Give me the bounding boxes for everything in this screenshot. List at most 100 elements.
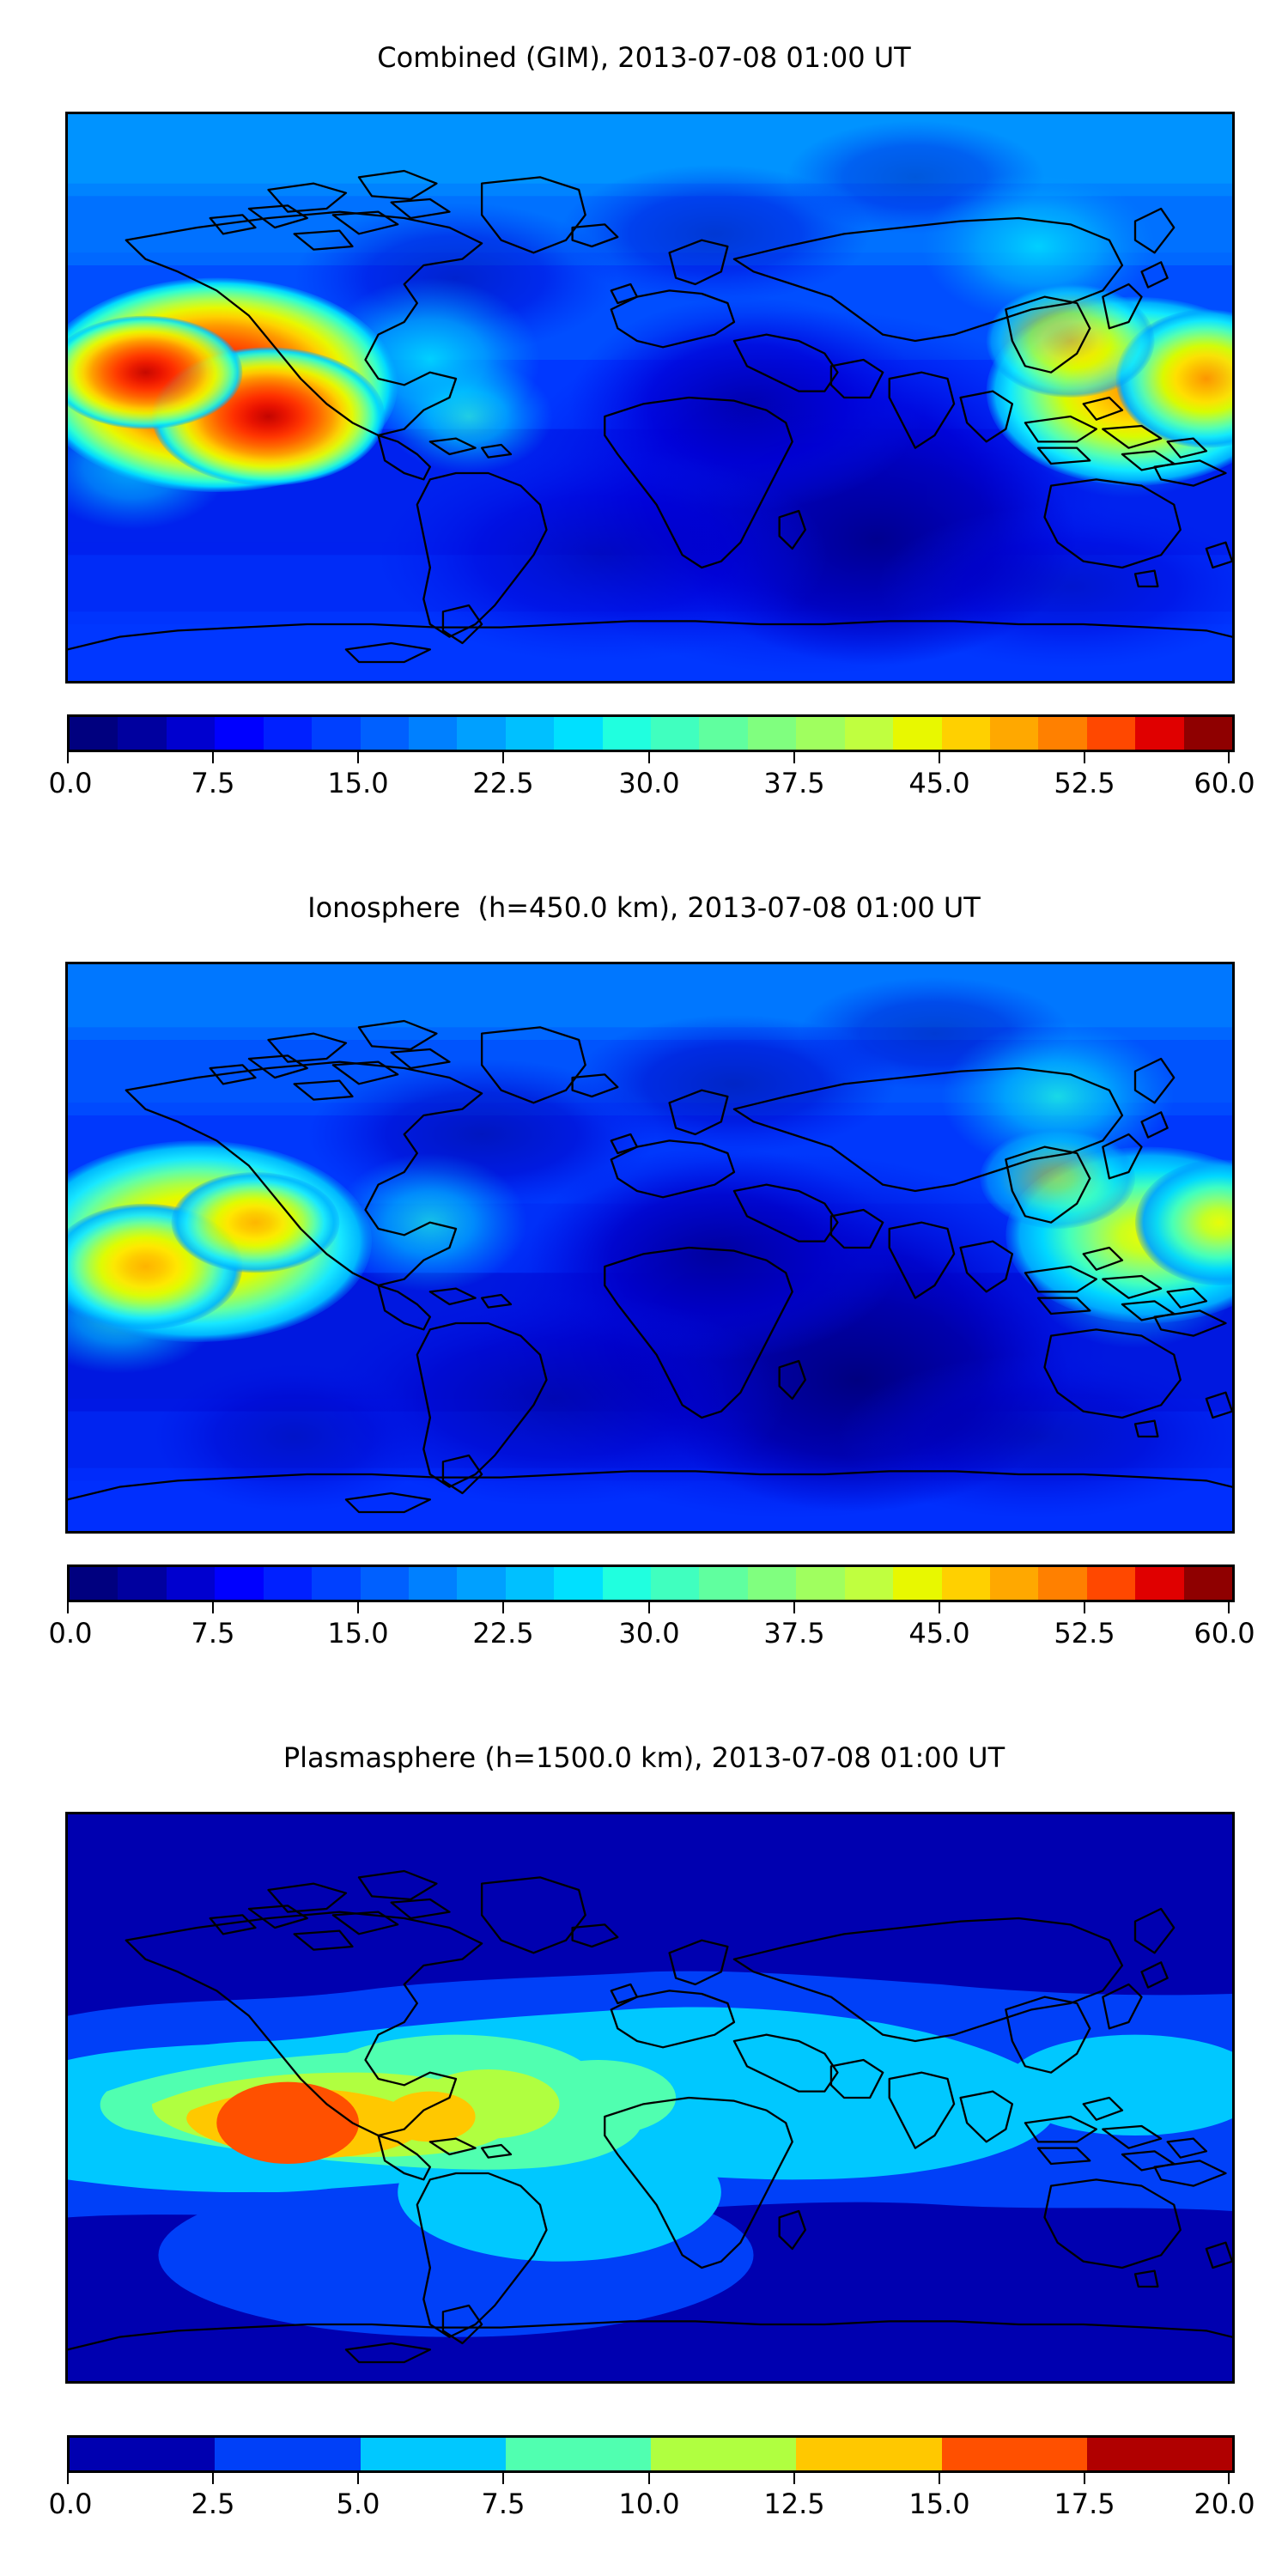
- tick-label: 60.0: [1194, 1617, 1255, 1649]
- tick-label: 60.0: [1194, 767, 1255, 799]
- tick-mark: [939, 1600, 940, 1613]
- tick-label: 7.5: [481, 2488, 526, 2520]
- tick-mark: [648, 1600, 650, 1613]
- tick-label: 0.0: [48, 2488, 93, 2520]
- cbar-swatch: [118, 1567, 167, 1600]
- cbar-swatch: [941, 717, 991, 750]
- cbar-swatch: [408, 717, 458, 750]
- tick-label: 37.5: [763, 767, 825, 799]
- tick-label: 17.5: [1054, 2488, 1115, 2520]
- tick-mark: [1228, 750, 1230, 763]
- cbar-swatch: [990, 717, 1039, 750]
- panel-ionosphere: Ionosphere (h=450.0 km), 2013-07-08 01:0…: [0, 850, 1288, 1709]
- colorbar-ticks-combined-gim: 0.0 7.5 15.0 22.5 30.0 37.5 45.0 52.5 60…: [49, 750, 1255, 810]
- tick-mark: [793, 1600, 795, 1613]
- colorbar-ticks-plasmasphere: 0.0 2.5 5.0 7.5 10.0 12.5 15.0 17.5 20.0: [49, 2470, 1255, 2530]
- cbar-swatch: [941, 1567, 991, 1600]
- tick-label: 0.0: [48, 1617, 93, 1649]
- cbar-swatch: [699, 1567, 748, 1600]
- tick-mark: [1084, 1600, 1085, 1613]
- tick-mark: [67, 1600, 69, 1613]
- cbar-swatch: [554, 717, 603, 750]
- cbar-swatch: [457, 717, 506, 750]
- cbar-swatch: [990, 1567, 1039, 1600]
- cbar-swatch: [844, 717, 894, 750]
- cbar-swatch: [1086, 717, 1136, 750]
- map-plasmasphere: [65, 1812, 1235, 2384]
- cbar-swatch: [699, 717, 748, 750]
- tick-label: 22.5: [472, 1617, 534, 1649]
- map-combined-gim: [65, 112, 1235, 683]
- tick-label: 52.5: [1054, 1617, 1115, 1649]
- cbar-swatch: [360, 1567, 409, 1600]
- cbar-swatch: [1086, 1567, 1136, 1600]
- cbar-swatch: [651, 1567, 700, 1600]
- cbar-swatch: [1038, 717, 1087, 750]
- tick-mark: [212, 2470, 214, 2484]
- colorbar-combined-gim: [67, 714, 1235, 752]
- map-canvas-combined-gim: [68, 114, 1232, 681]
- cbar-swatch: [1183, 1567, 1232, 1600]
- colorbar-plasmasphere: [67, 2435, 1235, 2473]
- tick-mark: [357, 750, 359, 763]
- cbar-swatch: [1135, 1567, 1184, 1600]
- tick-label: 2.5: [191, 2488, 235, 2520]
- tick-label: 7.5: [191, 1617, 235, 1649]
- tick-mark: [793, 2470, 795, 2484]
- cbar-swatch: [1183, 717, 1232, 750]
- cbar-swatch: [747, 717, 797, 750]
- tick-mark: [67, 2470, 69, 2484]
- tick-mark: [67, 750, 69, 763]
- cbar-swatch: [941, 2438, 1087, 2470]
- cbar-swatch: [747, 1567, 797, 1600]
- map-canvas-plasmasphere: [68, 1814, 1232, 2381]
- cbar-swatch: [215, 2438, 361, 2470]
- tick-mark: [502, 750, 504, 763]
- cbar-swatch: [215, 717, 264, 750]
- tick-mark: [1228, 1600, 1230, 1613]
- tick-label: 0.0: [48, 767, 93, 799]
- tick-mark: [502, 1600, 504, 1613]
- tick-label: 5.0: [336, 2488, 380, 2520]
- panel-plasmasphere: Plasmasphere (h=1500.0 km), 2013-07-08 0…: [0, 1700, 1288, 2576]
- tick-label: 15.0: [908, 2488, 970, 2520]
- tick-label: 20.0: [1194, 2488, 1255, 2520]
- coastline-overlay: [68, 1869, 1232, 2364]
- cbar-swatch: [505, 1567, 555, 1600]
- tick-mark: [1084, 750, 1085, 763]
- cbar-swatch: [70, 717, 118, 750]
- cbar-swatch: [360, 2438, 506, 2470]
- cbar-swatch: [360, 717, 409, 750]
- cbar-swatch: [1135, 717, 1184, 750]
- tick-mark: [357, 2470, 359, 2484]
- tick-label: 7.5: [191, 767, 235, 799]
- tick-label: 52.5: [1054, 767, 1115, 799]
- cbar-swatch: [602, 1567, 652, 1600]
- tick-label: 12.5: [763, 2488, 825, 2520]
- tick-mark: [793, 750, 795, 763]
- cbar-swatch: [1086, 2438, 1232, 2470]
- colorbar-ticks-ionosphere: 0.0 7.5 15.0 22.5 30.0 37.5 45.0 52.5 60…: [49, 1600, 1255, 1660]
- cbar-swatch: [844, 1567, 894, 1600]
- cbar-swatch: [263, 717, 313, 750]
- tick-label: 37.5: [763, 1617, 825, 1649]
- tick-label: 45.0: [908, 1617, 970, 1649]
- cbar-swatch: [215, 1567, 264, 1600]
- tick-label: 30.0: [618, 767, 680, 799]
- tick-mark: [1228, 2470, 1230, 2484]
- tick-label: 15.0: [327, 767, 389, 799]
- tick-mark: [648, 750, 650, 763]
- cbar-swatch: [312, 1567, 361, 1600]
- tick-mark: [1084, 2470, 1085, 2484]
- cbar-swatch: [312, 717, 361, 750]
- cbar-swatch: [166, 717, 216, 750]
- cbar-swatch: [796, 717, 845, 750]
- cbar-swatch: [118, 717, 167, 750]
- tick-label: 15.0: [327, 1617, 389, 1649]
- cbar-swatch: [70, 2438, 216, 2470]
- colorbar-ionosphere: [67, 1564, 1235, 1602]
- cbar-swatch: [166, 1567, 216, 1600]
- cbar-swatch: [505, 2438, 651, 2470]
- cbar-swatch: [505, 717, 555, 750]
